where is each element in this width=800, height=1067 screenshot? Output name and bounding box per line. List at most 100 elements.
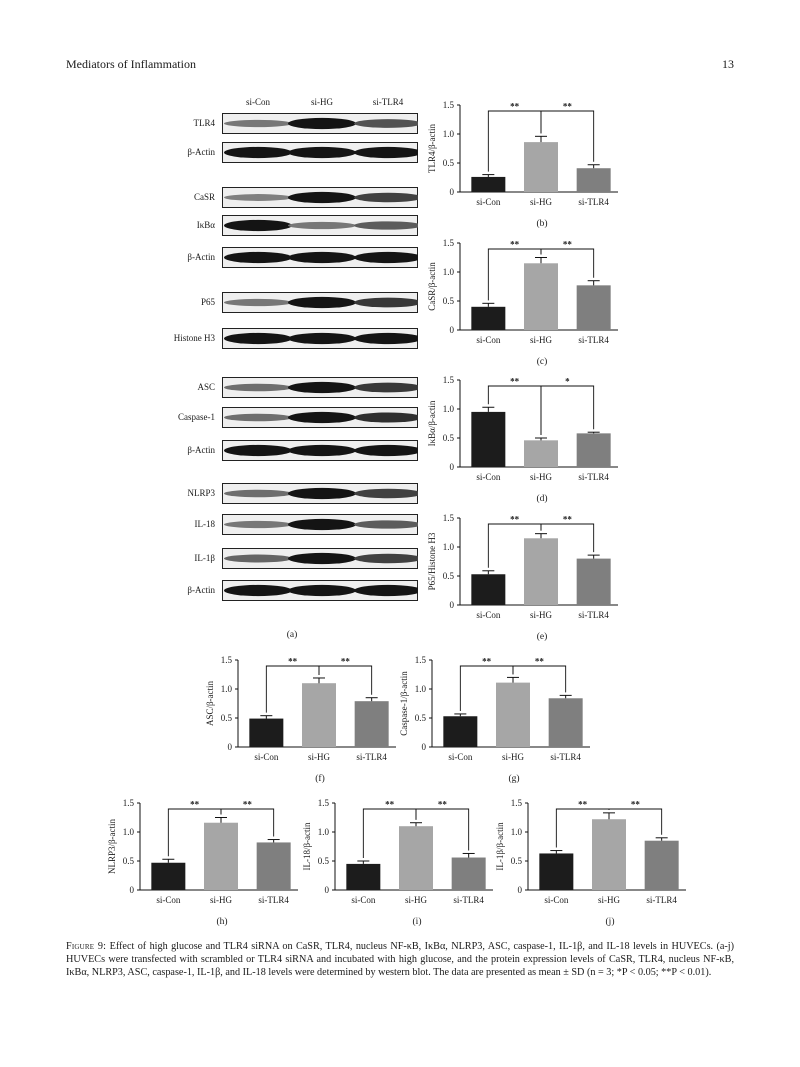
bar	[354, 701, 389, 747]
bar	[302, 683, 336, 747]
significance-bracket	[512, 665, 567, 693]
page-number: 13	[722, 57, 734, 71]
y-tick-label: 0.5	[415, 713, 427, 723]
blot-band	[288, 296, 356, 309]
y-tick-label: 1.0	[443, 129, 455, 139]
y-axis-label: Caspase-1/β-actin	[399, 671, 409, 736]
panel-label: (b)	[536, 218, 547, 229]
blot-band	[224, 146, 292, 159]
bar	[346, 863, 381, 890]
panel-label: (j)	[606, 916, 615, 927]
significance-label: **	[243, 800, 253, 810]
y-tick-label: 0	[450, 325, 455, 335]
figure-label: Figure 9:	[66, 941, 107, 952]
y-tick-label: 0.5	[443, 571, 455, 581]
blot-band	[354, 297, 418, 308]
significance-bracket	[220, 808, 275, 837]
blot-band	[224, 119, 292, 128]
blot-band	[288, 191, 356, 204]
y-tick-label: 1.0	[123, 827, 135, 837]
x-tick-label: si-Con	[476, 197, 501, 207]
x-tick-label: si-HG	[308, 752, 330, 762]
y-tick-label: 1.5	[511, 798, 523, 808]
panel-label: (d)	[536, 493, 547, 504]
blot-band	[224, 489, 292, 498]
bar	[524, 440, 558, 467]
bar	[539, 853, 574, 890]
y-tick-label: 0.5	[443, 296, 455, 306]
chart-f: 0 0.5 1.0 1.5 ASC/β-actin si-Con si-HG si-TLR4 *…	[205, 655, 396, 784]
bar	[548, 698, 583, 747]
y-tick-label: 0.5	[123, 856, 135, 866]
blot-band	[224, 520, 292, 529]
x-tick-label: si-Con	[476, 472, 501, 482]
blot-band	[354, 520, 418, 529]
significance-label: **	[578, 800, 588, 810]
y-tick-label: 0	[518, 885, 523, 895]
y-tick-label: 0	[325, 885, 330, 895]
significance-bracket	[415, 808, 470, 851]
significance-label: **	[535, 657, 545, 667]
blot-band-label: P65	[200, 297, 215, 307]
significance-label: **	[438, 800, 448, 810]
blot-band-label: β-Actin	[187, 147, 215, 157]
y-tick-label: 0	[450, 187, 455, 197]
y-tick-label: 0	[422, 742, 427, 752]
panel-label: (h)	[216, 916, 227, 927]
bar	[451, 857, 486, 890]
significance-label: **	[510, 102, 520, 112]
x-tick-label: si-TLR4	[356, 752, 387, 762]
blot-band	[354, 412, 418, 423]
y-axis-label: IκBα/β-actin	[427, 400, 437, 446]
bar	[471, 306, 506, 330]
y-tick-label: 1.5	[443, 513, 455, 523]
blot-strip	[222, 187, 418, 208]
significance-label: **	[510, 515, 520, 525]
blot-band-label: IκBα	[196, 220, 215, 230]
blot-band-label: β-Actin	[187, 445, 215, 455]
blot-band	[224, 298, 292, 307]
bar	[399, 826, 433, 890]
blot-band	[288, 221, 356, 230]
y-tick-label: 0	[450, 462, 455, 472]
blot-strip	[222, 548, 418, 569]
blot-strip	[222, 580, 418, 601]
caption-text: Effect of high glucose and TLR4 siRNA on…	[66, 941, 735, 979]
blot-band	[224, 444, 292, 457]
y-tick-label: 0	[130, 885, 135, 895]
blot-band	[288, 487, 356, 500]
chart-j: 0 0.5 1.0 1.5 IL-1β/β-actin si-Con si-HG si-TLR…	[495, 798, 686, 927]
y-tick-label: 0	[450, 600, 455, 610]
significance-bracket	[608, 808, 663, 835]
significance-label: **	[563, 515, 573, 525]
bar	[576, 168, 611, 192]
significance-bracket	[540, 110, 595, 162]
x-tick-label: si-TLR4	[578, 610, 609, 620]
x-tick-label: si-Con	[156, 895, 181, 905]
running-head: Mediators of Inflammation	[66, 57, 196, 71]
y-tick-label: 1.5	[443, 238, 455, 248]
y-axis-label: IL-18/β-actin	[302, 822, 312, 871]
blot-band	[288, 444, 356, 457]
blot-strip	[222, 292, 418, 313]
significance-bracket	[540, 385, 595, 435]
chart-h: 0 0.5 1.0 1.5 NLRP3/β-actin si-Con si-HG si-TLR…	[107, 798, 298, 927]
y-axis-label: IL-1β/β-actin	[495, 822, 505, 871]
chart-d: 0 0.5 1.0 1.5 IκBα/β-actin si-Con si-HG si-TLR4…	[427, 375, 618, 504]
blot-strip	[222, 514, 418, 535]
bar	[576, 558, 611, 605]
blot-band	[224, 584, 292, 597]
blot-band	[288, 552, 356, 565]
significance-label: **	[288, 657, 298, 667]
x-tick-label: si-Con	[544, 895, 569, 905]
chart-c: 0 0.5 1.0 1.5 CaSR/β-actin si-Con si-HG si-TLR4…	[427, 238, 618, 367]
y-tick-label: 1.0	[443, 267, 455, 277]
blot-band-label: TLR4	[193, 118, 216, 128]
panel-label: (i)	[413, 916, 422, 927]
blot-band	[354, 251, 418, 264]
bar	[576, 433, 611, 467]
y-tick-label: 1.5	[443, 100, 455, 110]
blot-band	[224, 554, 292, 563]
x-tick-label: si-Con	[351, 895, 376, 905]
bar	[524, 538, 558, 605]
